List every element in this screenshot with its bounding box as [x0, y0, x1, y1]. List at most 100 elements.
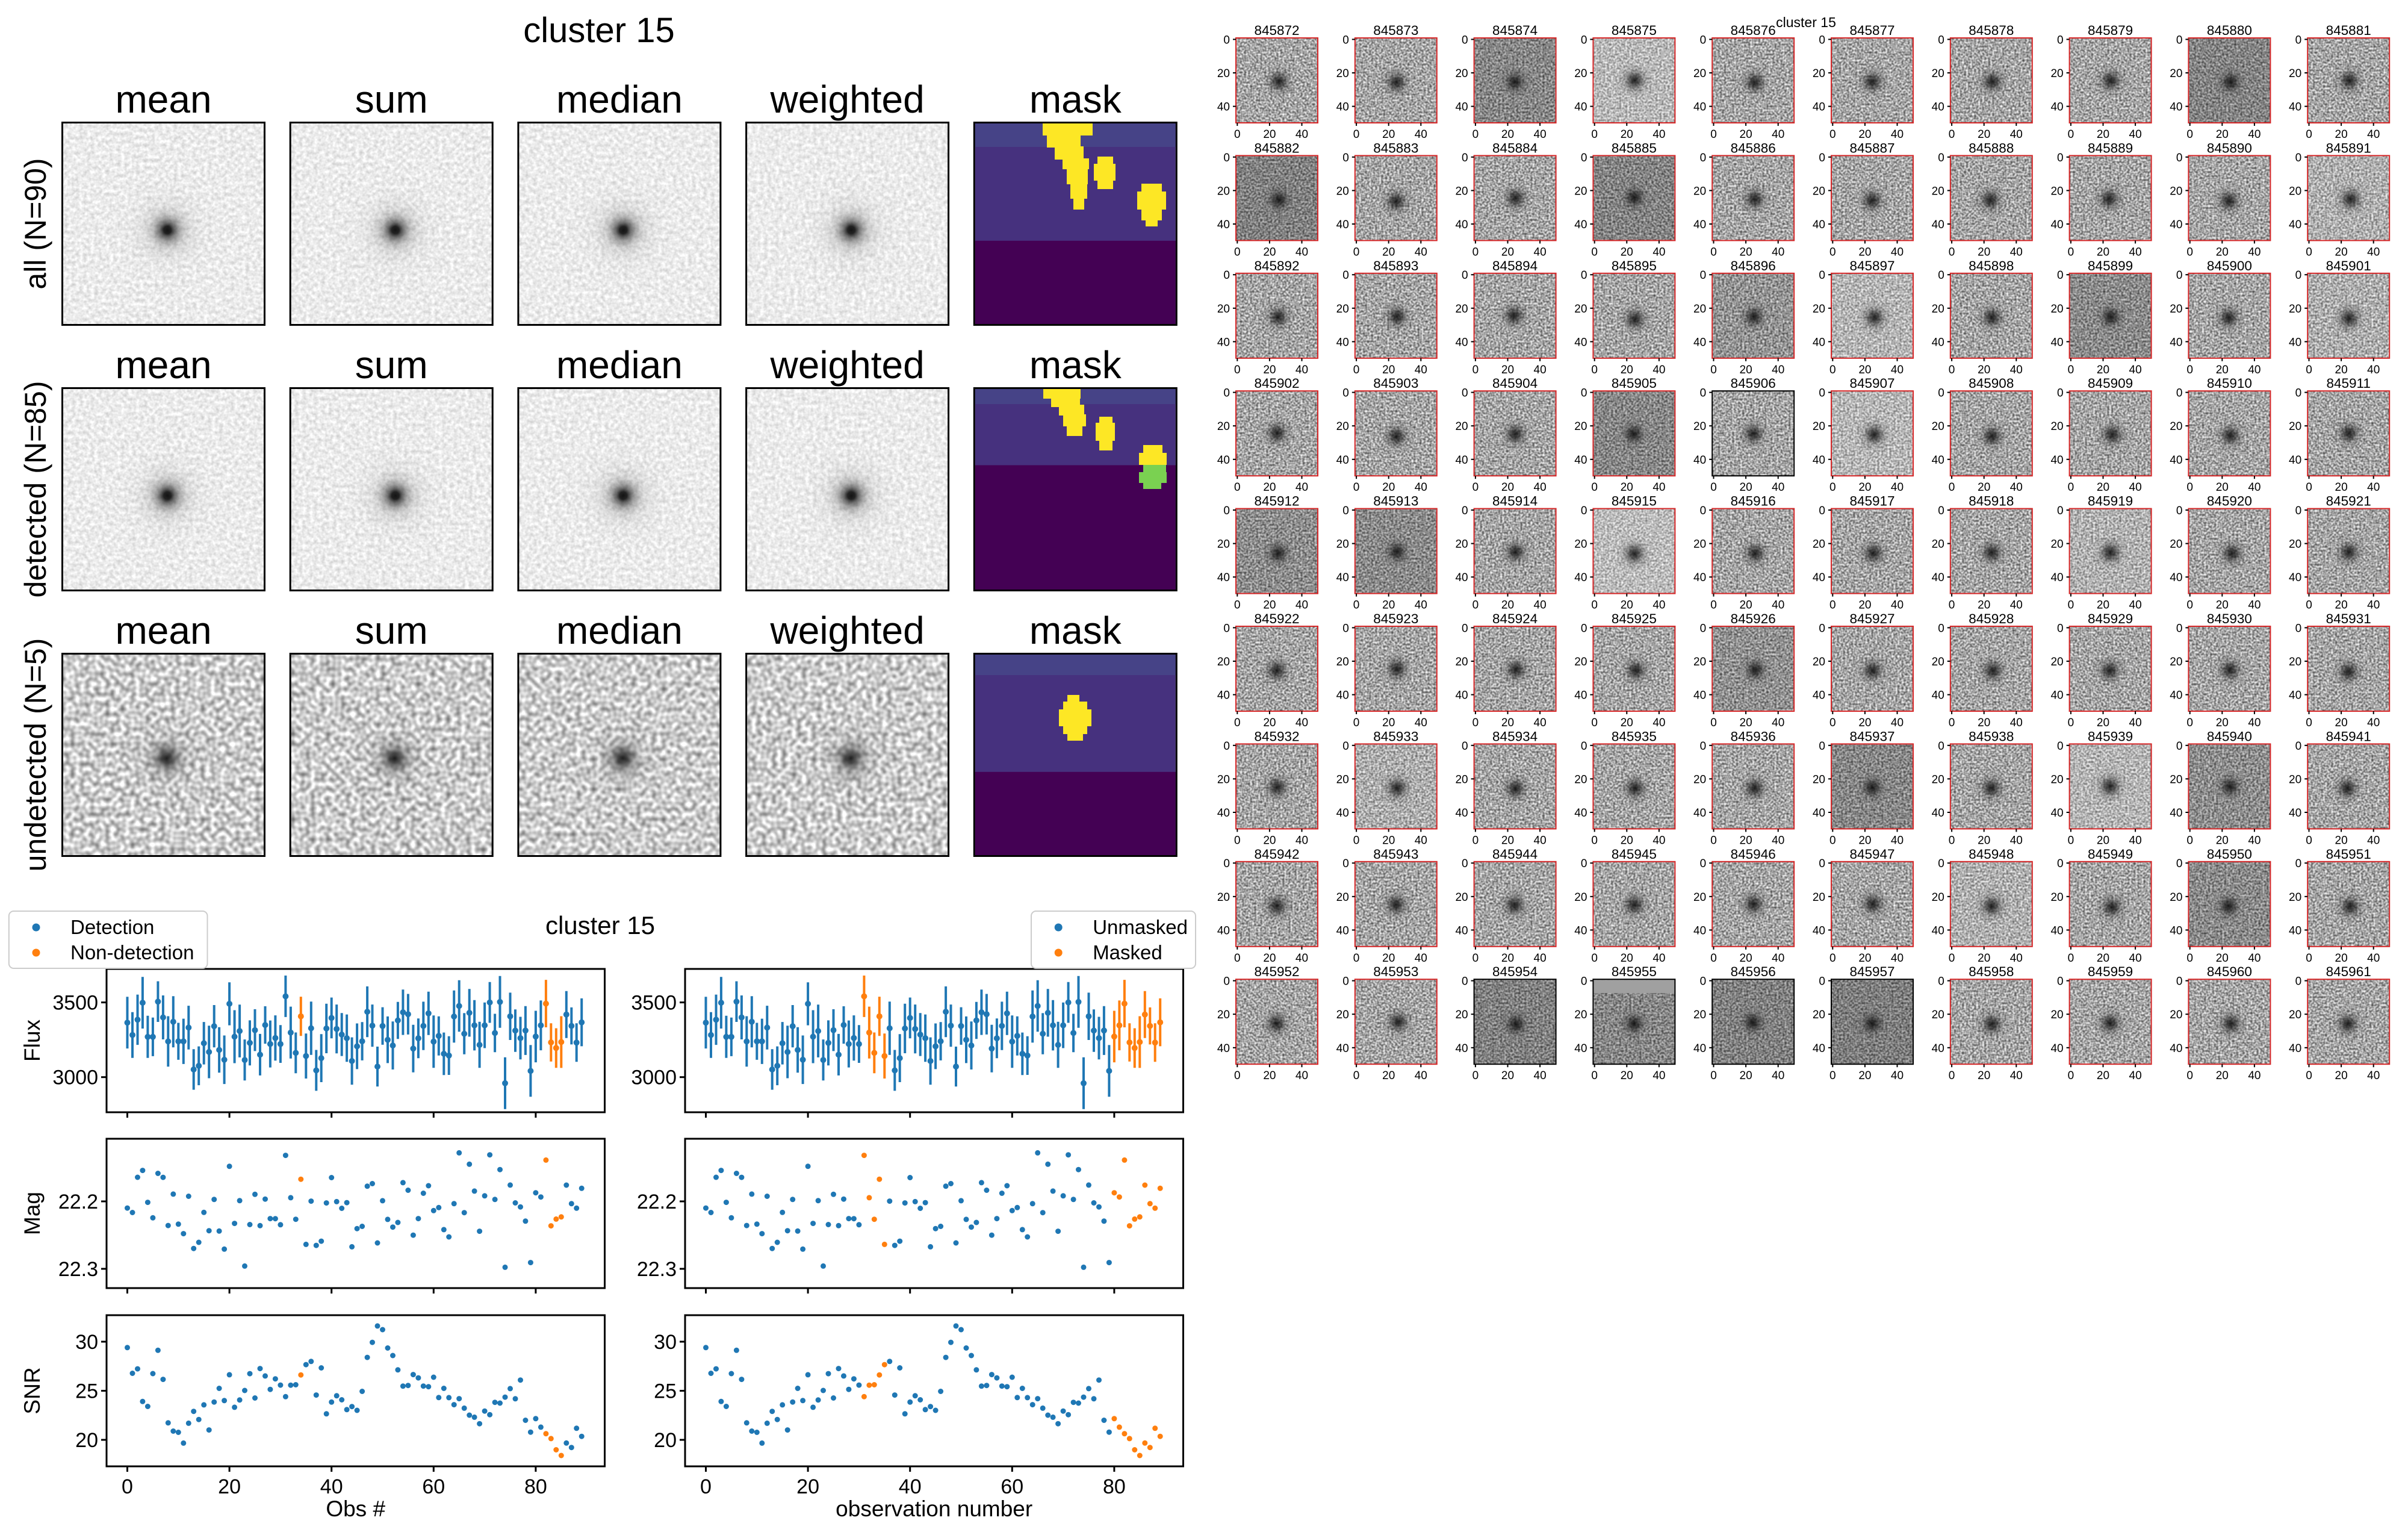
svg-text:40: 40 — [1574, 1042, 1587, 1055]
svg-text:mask: mask — [1029, 609, 1122, 652]
svg-text:40: 40 — [2248, 481, 2261, 494]
svg-text:40: 40 — [1932, 690, 1944, 702]
svg-text:0: 0 — [1591, 1069, 1598, 1082]
svg-text:845959: 845959 — [2088, 964, 2133, 979]
svg-text:40: 40 — [1813, 219, 1825, 231]
svg-text:20: 20 — [2050, 891, 2063, 904]
svg-text:20: 20 — [654, 1429, 677, 1452]
svg-text:845958: 845958 — [1969, 964, 2014, 979]
svg-text:0: 0 — [1591, 246, 1598, 258]
svg-text:40: 40 — [1455, 924, 1468, 937]
svg-text:20: 20 — [2289, 1009, 2301, 1021]
svg-text:20: 20 — [1813, 1009, 1825, 1021]
svg-text:845900: 845900 — [2207, 258, 2252, 273]
svg-text:Masked: Masked — [1093, 941, 1162, 964]
svg-text:40: 40 — [1574, 571, 1587, 584]
svg-text:40: 40 — [1455, 101, 1468, 114]
svg-text:20: 20 — [1621, 952, 1633, 965]
svg-text:40: 40 — [2248, 599, 2261, 612]
svg-text:0: 0 — [1223, 976, 1230, 988]
svg-text:845933: 845933 — [1373, 729, 1418, 744]
svg-text:845920: 845920 — [2207, 494, 2252, 509]
svg-text:weighted: weighted — [770, 609, 925, 652]
svg-text:845943: 845943 — [1373, 847, 1418, 862]
svg-text:40: 40 — [1217, 219, 1230, 231]
svg-text:0: 0 — [2176, 622, 2183, 635]
svg-text:0: 0 — [1819, 858, 1825, 870]
svg-text:0: 0 — [1710, 834, 1717, 847]
svg-text:sum: sum — [355, 343, 428, 387]
svg-text:40: 40 — [1652, 717, 1665, 729]
svg-text:20: 20 — [2170, 656, 2182, 668]
svg-text:20: 20 — [1858, 952, 1871, 965]
svg-text:40: 40 — [1693, 571, 1706, 584]
svg-text:20: 20 — [1574, 773, 1587, 786]
svg-text:845888: 845888 — [1969, 140, 2014, 155]
svg-text:20: 20 — [1455, 1009, 1468, 1021]
svg-text:20: 20 — [2097, 246, 2109, 258]
svg-text:0: 0 — [1938, 622, 1944, 635]
svg-text:0: 0 — [2186, 599, 2193, 612]
svg-text:0: 0 — [1581, 269, 1587, 282]
svg-text:0: 0 — [1353, 952, 1360, 965]
svg-text:0: 0 — [1938, 269, 1944, 282]
svg-text:20: 20 — [1382, 834, 1395, 847]
svg-text:20: 20 — [1501, 1069, 1514, 1082]
svg-text:cluster 15: cluster 15 — [1776, 14, 1836, 30]
svg-text:20: 20 — [1813, 420, 1825, 433]
svg-text:20: 20 — [1740, 599, 1752, 612]
svg-text:20: 20 — [1455, 303, 1468, 316]
svg-text:845894: 845894 — [1492, 258, 1538, 273]
svg-text:40: 40 — [1813, 571, 1825, 584]
svg-text:0: 0 — [1223, 622, 1230, 635]
svg-text:40: 40 — [2050, 454, 2063, 467]
svg-text:20: 20 — [1263, 481, 1276, 494]
svg-text:20: 20 — [2170, 538, 2182, 551]
svg-text:20: 20 — [1693, 773, 1706, 786]
svg-text:845956: 845956 — [1731, 964, 1776, 979]
svg-text:40: 40 — [2010, 128, 2023, 141]
svg-text:0: 0 — [1342, 34, 1349, 46]
svg-text:20: 20 — [2216, 952, 2229, 965]
svg-text:845917: 845917 — [1849, 494, 1894, 509]
svg-text:40: 40 — [1336, 924, 1349, 937]
svg-text:0: 0 — [2057, 505, 2064, 517]
svg-text:0: 0 — [2176, 152, 2183, 164]
svg-text:20: 20 — [2170, 67, 2182, 80]
svg-text:40: 40 — [2248, 717, 2261, 729]
svg-text:20: 20 — [1932, 1009, 1944, 1021]
svg-text:40: 40 — [1336, 336, 1349, 349]
svg-text:20: 20 — [1382, 1069, 1395, 1082]
svg-text:20: 20 — [2097, 1069, 2109, 1082]
svg-text:25: 25 — [75, 1380, 98, 1403]
svg-text:845883: 845883 — [1373, 140, 1418, 155]
svg-text:20: 20 — [1336, 773, 1349, 786]
svg-text:0: 0 — [1700, 387, 1707, 400]
svg-text:20: 20 — [1336, 67, 1349, 80]
svg-text:0: 0 — [1581, 740, 1587, 753]
svg-text:20: 20 — [1217, 656, 1230, 668]
svg-text:845946: 845946 — [1731, 847, 1776, 862]
svg-text:40: 40 — [1932, 101, 1944, 114]
svg-text:20: 20 — [1693, 67, 1706, 80]
svg-text:0: 0 — [2295, 622, 2302, 635]
svg-text:20: 20 — [1621, 364, 1633, 376]
svg-text:40: 40 — [1932, 807, 1944, 820]
svg-text:40: 40 — [2170, 690, 2182, 702]
svg-text:20: 20 — [2097, 834, 2109, 847]
svg-text:0: 0 — [2295, 34, 2302, 46]
svg-text:40: 40 — [1534, 599, 1547, 612]
svg-text:20: 20 — [1740, 834, 1752, 847]
svg-text:40: 40 — [1217, 454, 1230, 467]
svg-text:20: 20 — [2050, 420, 2063, 433]
svg-text:0: 0 — [700, 1475, 712, 1498]
svg-text:20: 20 — [2170, 185, 2182, 198]
svg-text:sum: sum — [355, 609, 428, 652]
svg-text:Unmasked: Unmasked — [1093, 916, 1188, 938]
svg-text:0: 0 — [1342, 152, 1349, 164]
svg-text:20: 20 — [1501, 834, 1514, 847]
svg-text:845872: 845872 — [1254, 23, 1299, 38]
svg-text:40: 40 — [2129, 128, 2142, 141]
svg-text:40: 40 — [1891, 599, 1904, 612]
svg-text:845890: 845890 — [2207, 140, 2252, 155]
